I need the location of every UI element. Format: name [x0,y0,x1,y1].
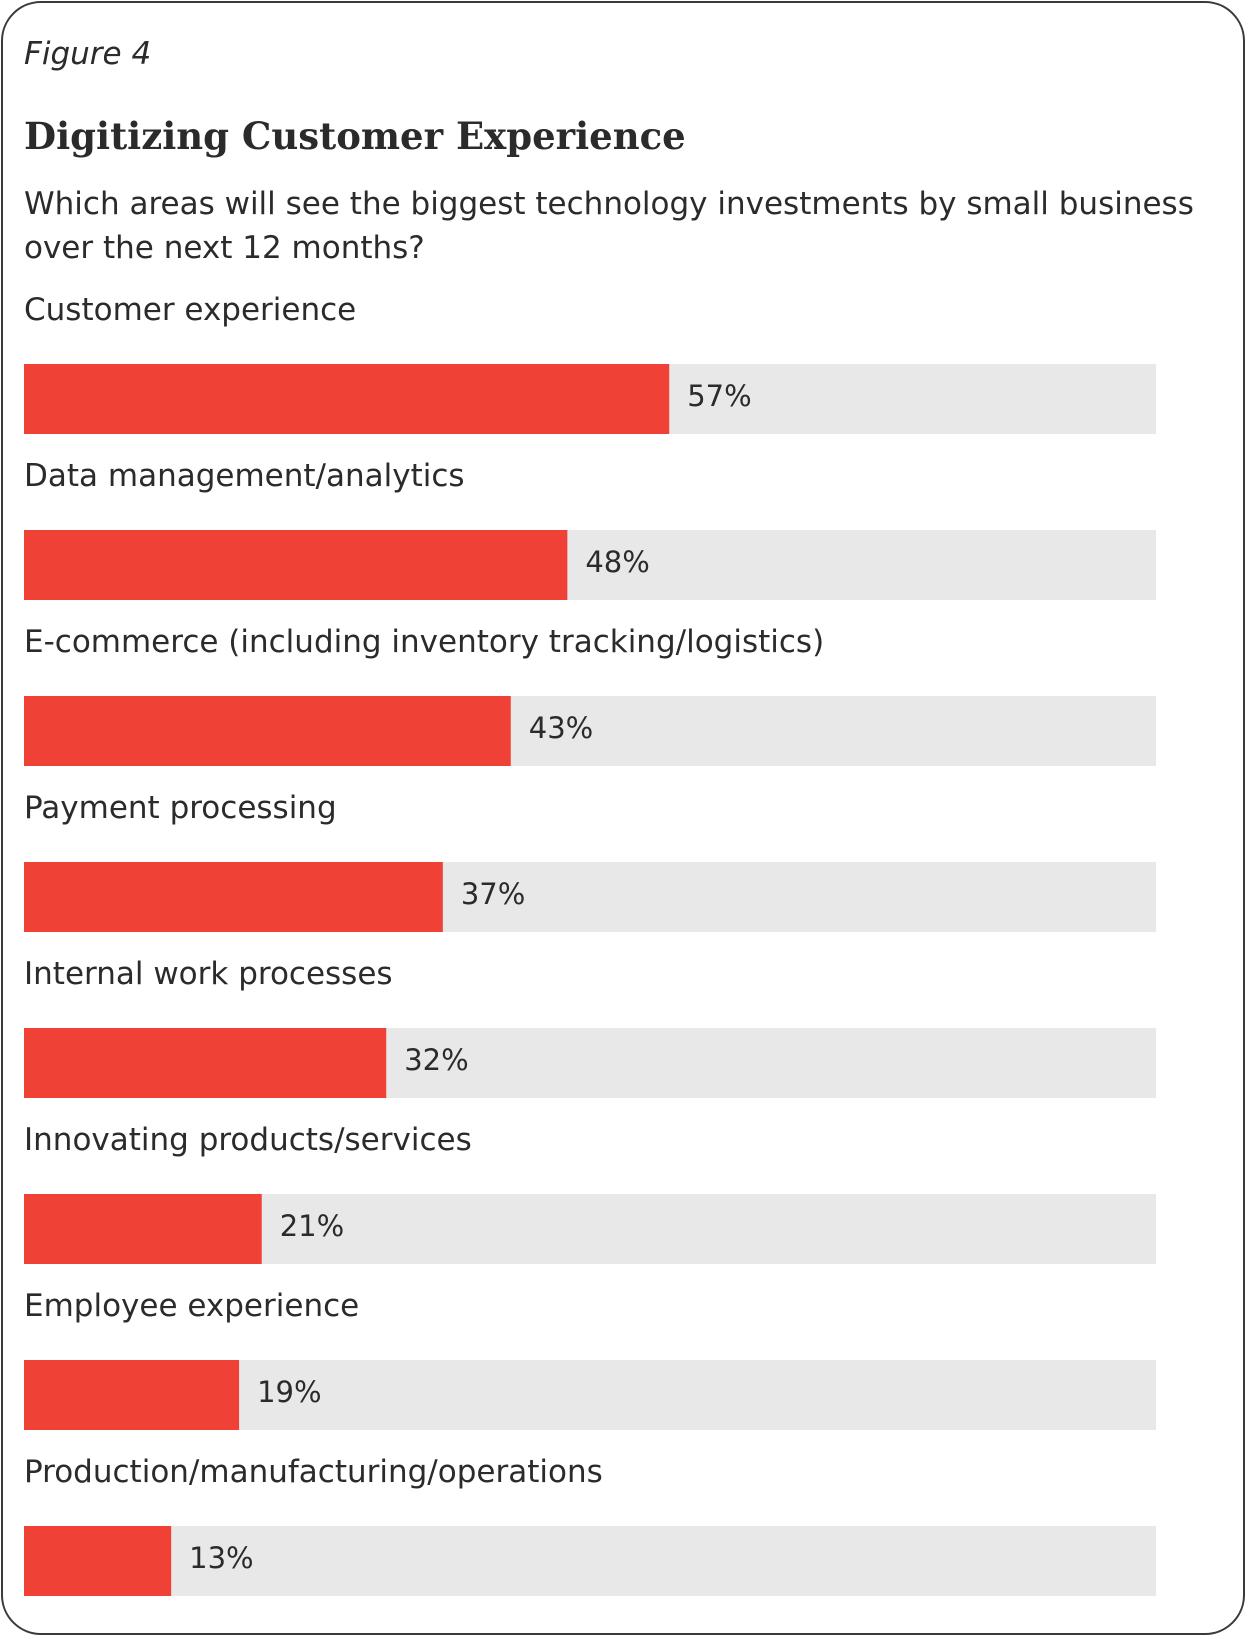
value-label: 57% [687,379,751,413]
category-label: Payment processing [24,790,337,826]
figure-label: Figure 4 [24,36,152,72]
value-label: 21% [280,1209,344,1243]
category-label: Employee experience [24,1288,359,1324]
value-label: 32% [404,1043,468,1077]
value-label: 13% [189,1541,253,1575]
bar [24,1360,240,1430]
bar [24,364,670,434]
chart-subtitle: Which areas will see the biggest technol… [24,186,1194,266]
bar [24,696,511,766]
value-label: 48% [585,545,649,579]
category-label: Data management/analytics [24,458,465,494]
bar-track [24,1526,1156,1596]
value-label: 43% [529,711,593,745]
category-label: Customer experience [24,292,356,328]
bar [24,1526,172,1596]
bar [24,1194,262,1264]
bar [24,862,443,932]
chart-title: Digitizing Customer Experience [24,114,686,158]
category-label: Innovating products/services [24,1122,472,1158]
value-label: 19% [257,1375,321,1409]
bar [24,1028,387,1098]
bar [24,530,568,600]
category-label: E-commerce (including inventory tracking… [24,624,824,660]
category-label: Internal work processes [24,956,393,992]
value-label: 37% [461,877,525,911]
category-label: Production/manufacturing/operations [24,1454,603,1490]
